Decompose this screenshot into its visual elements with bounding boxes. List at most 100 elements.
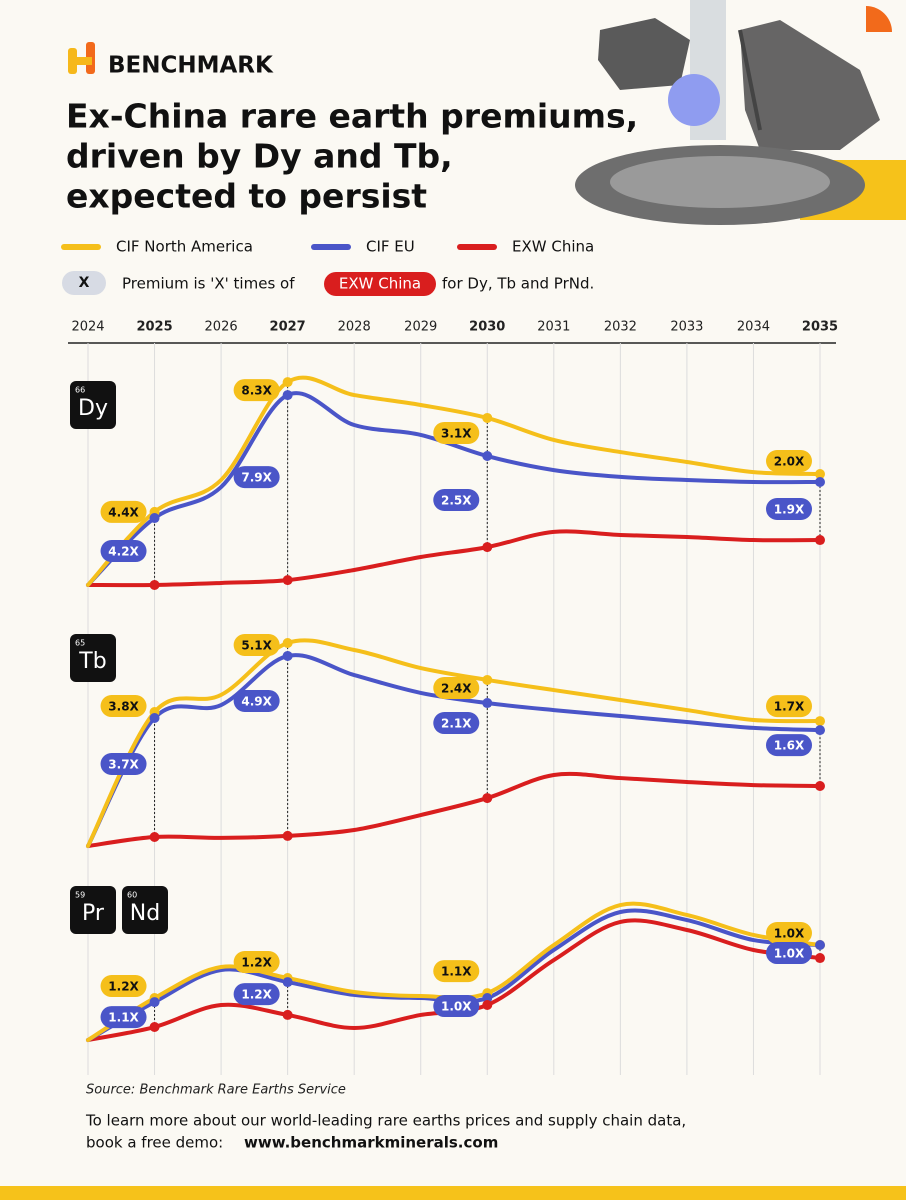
source: Source: Benchmark Rare Earths Service <box>86 1083 346 1098</box>
legend-label: CIF North America <box>116 238 253 256</box>
premium-label: 1.6X <box>774 739 805 753</box>
legend-label: CIF EU <box>366 238 415 256</box>
footer-text: To learn more about our world-leading ra… <box>85 1112 686 1130</box>
premium-pill <box>233 983 280 1006</box>
mine-pit-inner <box>610 156 830 208</box>
premium-label: 1.0X <box>774 947 805 961</box>
marker-dot <box>282 637 293 648</box>
marker-dot <box>482 698 493 709</box>
premium-pill <box>433 489 480 512</box>
marker-dot <box>282 1009 293 1020</box>
marker-dot <box>149 1022 160 1033</box>
marker-dot <box>282 977 293 988</box>
logo-mark <box>72 57 92 65</box>
marker-dot <box>482 451 493 462</box>
premium-label: 3.8X <box>108 700 139 714</box>
x-tick-label: 2028 <box>338 320 371 335</box>
premium-label: 2.0X <box>774 455 805 469</box>
premium-label: 1.2X <box>241 988 272 1002</box>
premium-pill <box>766 450 812 473</box>
marker-dot <box>282 377 293 388</box>
premium-pill <box>233 951 280 974</box>
marker-dot <box>149 997 160 1008</box>
element-number: 59 <box>75 891 85 900</box>
marker-dot <box>815 476 825 487</box>
marker-dot <box>815 780 825 791</box>
premium-label: 2.5X <box>441 494 472 508</box>
premium-label: 4.9X <box>241 694 272 708</box>
premium-label: 4.4X <box>108 505 139 519</box>
marker-dot <box>482 1000 493 1011</box>
note-badge-bg <box>62 271 106 295</box>
rock <box>598 18 690 90</box>
marker-dot <box>482 993 493 1004</box>
title-line: expected to persist <box>66 177 427 216</box>
marker-dot <box>482 412 493 423</box>
premium-pill <box>433 960 480 983</box>
premium-label: 3.7X <box>108 758 139 772</box>
bottom-bar <box>0 1186 906 1200</box>
marker-dot <box>149 832 160 843</box>
footer-link[interactable]: www.benchmarkminerals.com <box>244 1134 498 1152</box>
premium-label: 1.2X <box>241 956 272 970</box>
x-tick-label: 2029 <box>404 320 437 335</box>
premium-label: 2.4X <box>441 681 472 695</box>
x-tick-label: 2027 <box>270 320 306 335</box>
element-symbol: Nd <box>130 901 160 926</box>
marker-dot <box>282 575 293 586</box>
premium-pill <box>233 379 280 402</box>
element-tile <box>70 886 116 934</box>
premium-pill <box>100 753 147 775</box>
premium-pill <box>766 695 812 718</box>
note-highlight-bg <box>324 272 436 296</box>
element-number: 60 <box>127 891 137 900</box>
series-line <box>86 375 822 587</box>
x-tick-label: 2026 <box>205 320 238 335</box>
x-tick-label: 2034 <box>737 320 770 335</box>
illustration <box>575 0 906 225</box>
marker-dot <box>815 535 825 546</box>
premium-label: 1.1X <box>108 1011 139 1025</box>
marker-dot <box>482 793 493 804</box>
premium-pill <box>433 421 480 444</box>
x-tick-label: 2030 <box>469 320 505 335</box>
legend-label: EXW China <box>512 238 594 256</box>
series-line <box>86 653 822 849</box>
premium-pill <box>233 689 280 712</box>
premium-label: 5.1X <box>241 638 272 652</box>
marker-dot <box>482 542 493 553</box>
x-tick-label: 2035 <box>802 320 838 335</box>
x-tick-label: 2032 <box>604 320 637 335</box>
premium-label: 2.1X <box>441 717 472 731</box>
logo: BENCHMARK <box>68 42 274 79</box>
premium-pill <box>766 922 812 945</box>
premium-label: 8.3X <box>241 384 272 398</box>
element-number: 65 <box>75 639 85 648</box>
premium-label: 7.9X <box>241 471 272 485</box>
title-line: driven by Dy and Tb, <box>66 137 453 176</box>
marker-dot <box>149 579 160 590</box>
marker-dot <box>282 390 293 401</box>
element-symbol: Tb <box>78 649 106 674</box>
corner-mark <box>866 6 892 32</box>
marker-dot <box>282 830 293 841</box>
premium-pill <box>433 676 480 699</box>
series-line <box>86 638 822 849</box>
note-text: for Dy, Tb and PrNd. <box>442 275 594 293</box>
premium-pill <box>233 466 280 489</box>
note-text: Premium is 'X' times of <box>122 275 295 293</box>
note-highlight: EXW China <box>339 275 421 293</box>
series-line <box>86 529 822 588</box>
premium-pill <box>433 995 480 1018</box>
marker-dot <box>149 513 160 524</box>
element-tile <box>70 634 116 682</box>
premium-pill <box>100 1006 147 1029</box>
x-tick-label: 2024 <box>71 320 104 335</box>
element-number: 66 <box>75 386 85 395</box>
note-badge: X <box>79 275 90 291</box>
marker-dot <box>815 469 825 480</box>
premium-label: 1.2X <box>108 980 139 994</box>
boom <box>738 29 762 131</box>
